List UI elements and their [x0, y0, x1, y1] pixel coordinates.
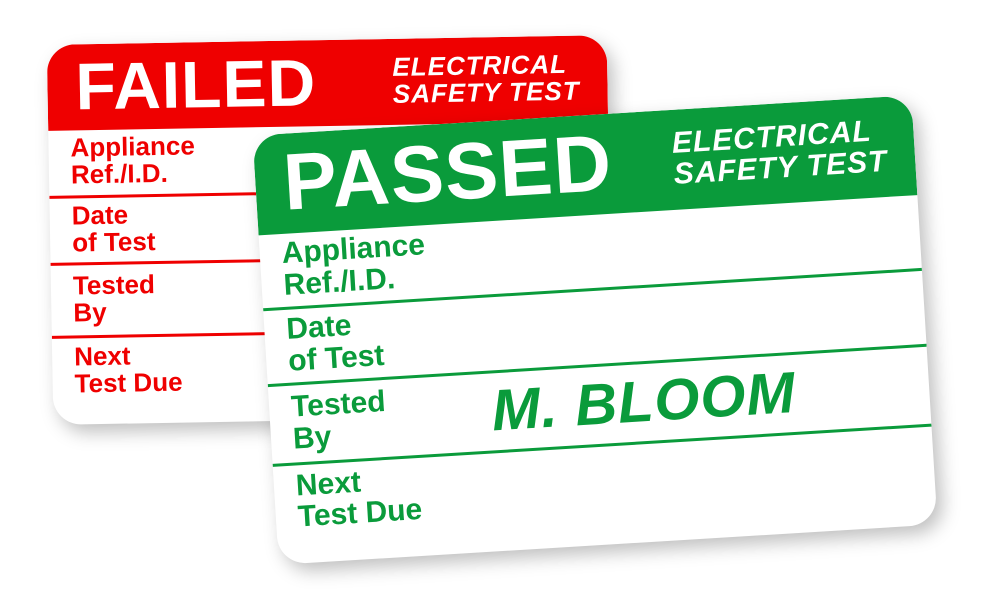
passed-date-value [487, 308, 902, 333]
failed-nextdue-label: Next Test Due [74, 340, 265, 398]
passed-subtitle: ELECTRICAL SAFETY TEST [671, 114, 888, 190]
passed-nextdue-label: Next Test Due [295, 458, 498, 533]
passed-status: PASSED [281, 123, 614, 223]
passed-rows: Appliance Ref./I.D. Date of Test Tested … [259, 195, 936, 541]
passed-nextdue-value [497, 464, 912, 489]
passed-date-label: Date of Test [285, 302, 488, 377]
passed-appliance-label: Appliance Ref./I.D. [281, 226, 484, 301]
failed-date-label: Date of Test [71, 199, 262, 257]
failed-testedby-label: Tested By [73, 269, 264, 327]
failed-appliance-label: Appliance Ref./I.D. [70, 131, 261, 189]
passed-appliance-value [482, 232, 897, 257]
passed-card: PASSED ELECTRICAL SAFETY TEST Appliance … [252, 95, 937, 564]
failed-subtitle-line2: SAFETY TEST [393, 78, 580, 109]
failed-status: FAILED [75, 49, 317, 119]
failed-header: FAILED ELECTRICAL SAFETY TEST [47, 35, 608, 131]
passed-testedby-label: Tested By [290, 380, 493, 455]
failed-subtitle: ELECTRICAL SAFETY TEST [392, 50, 580, 108]
